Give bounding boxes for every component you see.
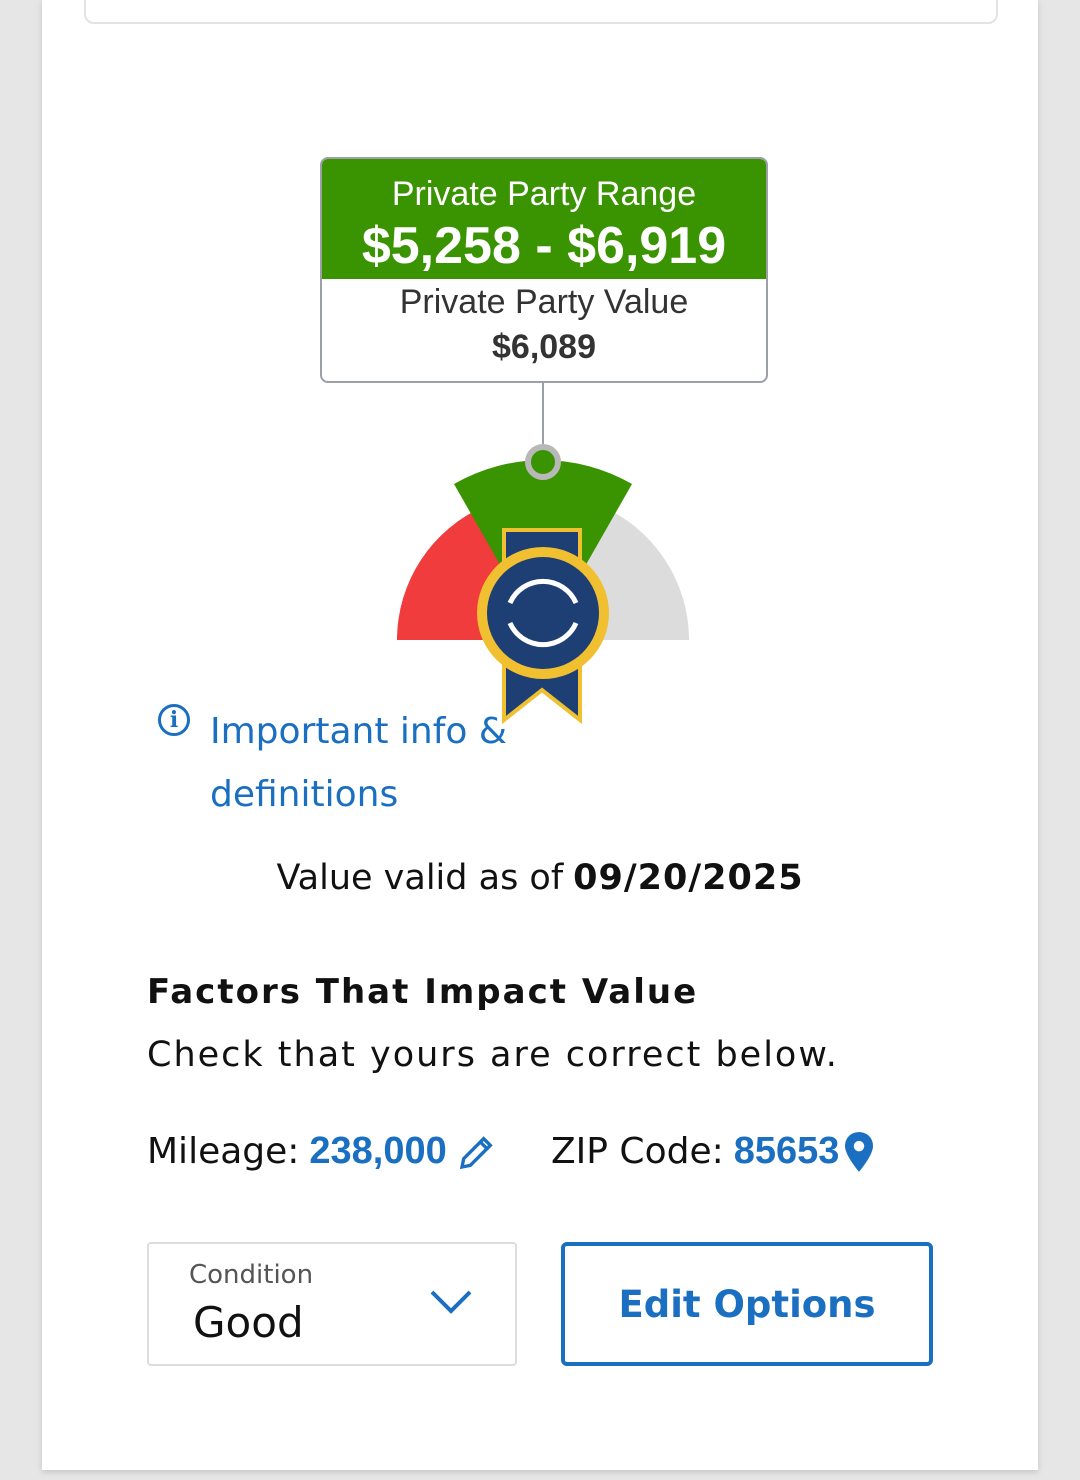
badge-seal-icon — [477, 547, 609, 679]
factors-subtitle: Check that yours are correct below. — [147, 1035, 839, 1075]
important-info-label: Important info & definitions — [210, 711, 507, 815]
zip-label: ZIP Code: — [551, 1131, 724, 1172]
mileage-value[interactable]: 238,000 — [309, 1130, 447, 1172]
private-party-value-label: Private Party Value — [399, 283, 689, 321]
location-pin-icon[interactable] — [845, 1131, 874, 1172]
range-label: Private Party Range — [391, 175, 697, 213]
zip-row[interactable]: ZIP Code: 85653 — [551, 1130, 874, 1173]
condition-select[interactable]: Condition Good — [147, 1242, 517, 1366]
value-gauge — [397, 444, 689, 725]
condition-value: Good — [193, 1298, 304, 1347]
gauge-connector — [542, 381, 544, 451]
valid-date: 09/20/2025 — [573, 858, 804, 898]
value-valid-date: Value valid as of 09/20/2025 — [0, 858, 1080, 898]
private-party-value: $6,089 — [492, 328, 596, 366]
condition-label: Condition — [189, 1260, 314, 1290]
info-icon: i — [158, 704, 190, 736]
factors-title: Factors That Impact Value — [147, 972, 699, 1012]
edit-options-button[interactable]: Edit Options — [561, 1242, 933, 1366]
chevron-down-icon — [430, 1290, 472, 1314]
valid-label: Value valid as of — [276, 858, 564, 898]
gauge-pointer — [525, 444, 561, 480]
range-value: $5,258 - $6,919 — [361, 217, 727, 275]
price-range-card: Private Party Range $5,258 - $6,919 Priv… — [320, 157, 768, 383]
previous-card — [84, 0, 998, 24]
zip-value[interactable]: 85653 — [733, 1130, 840, 1172]
mileage-row[interactable]: Mileage: 238,000 — [147, 1130, 497, 1173]
range-header: Private Party Range $5,258 - $6,919 — [322, 159, 766, 279]
pencil-icon[interactable] — [457, 1132, 497, 1172]
mileage-label: Mileage: — [147, 1131, 300, 1172]
